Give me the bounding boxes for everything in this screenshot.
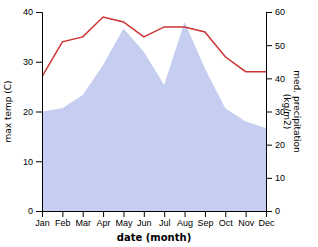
tick-label: 30 xyxy=(23,57,33,67)
tick-mark xyxy=(164,211,165,217)
tick: Nov xyxy=(238,211,255,228)
tick-mark xyxy=(36,211,42,212)
tick: 10 xyxy=(266,173,285,183)
tick-label: May xyxy=(115,218,133,228)
tick-label: 0 xyxy=(28,206,33,216)
tick: May xyxy=(115,211,133,228)
tick-mark xyxy=(36,112,42,113)
y2-axis-title-line: med. precipitation xyxy=(292,70,302,152)
tick: 60 xyxy=(266,7,285,17)
area xyxy=(42,22,266,211)
tick: Sep xyxy=(197,211,213,228)
tick-label: Mar xyxy=(75,218,91,228)
tick: Jul xyxy=(159,211,171,228)
tick-label: Aug xyxy=(177,218,193,228)
tick-label: Jan xyxy=(35,218,50,228)
tick-label: 40 xyxy=(275,74,285,84)
axis-line xyxy=(36,13,43,212)
x-axis-title: date (month) xyxy=(117,232,191,243)
tick: Oct xyxy=(219,211,234,228)
chart-container: JanFebMarAprMayJunJulAugSepOctNovDec0102… xyxy=(0,0,318,247)
tick-mark xyxy=(266,45,272,46)
y-axis-title: max temp (C) xyxy=(3,80,13,142)
tick: Jun xyxy=(137,211,152,228)
tick-mark xyxy=(205,211,206,217)
tick: 10 xyxy=(23,157,42,167)
tick-label: Jun xyxy=(137,218,152,228)
line xyxy=(42,17,266,77)
tick-label: 60 xyxy=(275,7,285,17)
tick-label: 10 xyxy=(23,157,33,167)
y-axis: 0 10 20 30 40 xyxy=(23,7,43,216)
tick-mark xyxy=(266,78,272,79)
tick: 20 xyxy=(23,107,42,117)
tick-mark xyxy=(36,62,42,63)
tick-mark xyxy=(266,112,272,113)
tick-label: Apr xyxy=(97,218,111,228)
tick-mark xyxy=(266,178,272,179)
tick-label: Jul xyxy=(159,218,171,228)
tick-mark xyxy=(225,211,226,217)
tick-mark xyxy=(123,211,124,217)
chart: JanFebMarAprMayJunJulAugSepOctNovDec0102… xyxy=(0,0,318,247)
tick-mark xyxy=(103,211,104,217)
tick: 0 xyxy=(266,206,280,216)
tick: 40 xyxy=(23,7,42,17)
tick-mark xyxy=(266,211,272,212)
tick-mark xyxy=(266,145,272,146)
y2-axis-title-line: (kg/m2) xyxy=(282,94,292,129)
tick: Mar xyxy=(75,211,91,228)
tick-label: Oct xyxy=(219,218,234,228)
tick: Feb xyxy=(55,211,71,228)
tick-mark xyxy=(144,211,145,217)
tick-label: 20 xyxy=(275,140,285,150)
tick: 40 xyxy=(266,74,285,84)
x-axis: Jan Feb Mar Apr May Jun Jul Aug Sep Oct NovDec xyxy=(35,211,275,228)
tick: Dec xyxy=(258,211,275,228)
tick-label: Dec xyxy=(258,218,275,228)
tick-mark xyxy=(83,211,84,217)
tick-mark xyxy=(62,211,63,217)
tick-label: 50 xyxy=(275,41,285,51)
tick-label: Feb xyxy=(55,218,71,228)
tick: 50 xyxy=(266,41,285,51)
marks xyxy=(42,17,266,211)
y2-axis-title: med. precipitation(kg/m2) xyxy=(282,70,302,152)
tick-label: Nov xyxy=(238,218,255,228)
tick-mark xyxy=(36,12,42,13)
tick-mark xyxy=(36,161,42,162)
tick: Apr xyxy=(97,211,111,228)
tick-label: 10 xyxy=(275,173,285,183)
axis-line xyxy=(267,13,273,212)
tick-label: 20 xyxy=(23,107,33,117)
plot: JanFebMarAprMayJunJulAugSepOctNovDec0102… xyxy=(23,7,285,228)
tick: 20 xyxy=(266,140,285,150)
tick: 0 xyxy=(28,206,42,216)
tick: Aug xyxy=(177,211,193,228)
tick-mark xyxy=(185,211,186,217)
tick: 30 xyxy=(23,57,42,67)
tick-label: 0 xyxy=(275,206,280,216)
axis-line xyxy=(43,212,267,218)
tick-mark xyxy=(246,211,247,217)
tick: Jan xyxy=(35,211,50,228)
tick-label: 40 xyxy=(23,7,33,17)
tick-label: Sep xyxy=(197,218,213,228)
tick-mark xyxy=(266,12,272,13)
